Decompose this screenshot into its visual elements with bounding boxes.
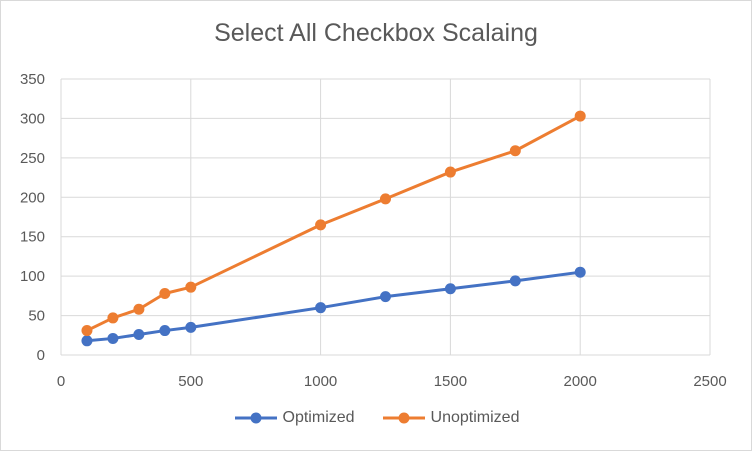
data-point-unoptimized	[81, 325, 93, 337]
data-point-unoptimized	[315, 219, 327, 231]
data-point-optimized	[380, 291, 391, 303]
series-line-unoptimized	[86, 114, 581, 332]
y-tick-label: 100	[20, 268, 45, 285]
data-point-unoptimized	[444, 166, 456, 178]
data-point-optimized	[81, 335, 93, 347]
data-point-unoptimized	[509, 145, 521, 157]
y-tick-label: 0	[37, 347, 45, 364]
data-point-optimized	[315, 302, 327, 314]
data-point-optimized	[509, 275, 521, 287]
legend: Optimized Unoptimized	[1, 409, 751, 427]
data-point-unoptimized	[133, 303, 145, 315]
y-tick-label: 150	[20, 229, 45, 246]
legend-item-optimized: Optimized	[233, 409, 355, 427]
legend-label-unoptimized: Unoptimized	[430, 409, 520, 426]
legend-item-unoptimized: Unoptimized	[381, 409, 520, 427]
data-point-unoptimized	[574, 110, 586, 122]
y-tick-label: 250	[20, 150, 45, 167]
data-point-optimized	[133, 328, 145, 340]
y-tick-label: 50	[28, 308, 45, 325]
legend-dot-unoptimized	[398, 412, 410, 424]
y-tick-label: 300	[20, 110, 45, 127]
data-point-optimized	[185, 321, 197, 333]
chart-title: Select All Checkbox Scalaing	[214, 19, 538, 47]
series-line-optimized	[86, 270, 581, 343]
data-point-unoptimized	[159, 287, 171, 299]
legend-dot-optimized	[250, 412, 262, 424]
data-point-unoptimized	[185, 281, 197, 293]
y-tick-label: 200	[20, 189, 45, 206]
y-tick-label: 350	[20, 71, 45, 88]
data-point-unoptimized	[107, 312, 119, 324]
data-point-optimized	[159, 325, 171, 337]
data-point-optimized	[444, 283, 456, 295]
legend-marker-unoptimized	[382, 412, 425, 424]
x-tick-label: 0	[57, 373, 65, 390]
x-tick-label: 2000	[564, 373, 597, 390]
legend-marker-optimized	[234, 412, 277, 424]
legend-label-optimized: Optimized	[282, 409, 355, 426]
data-point-optimized	[107, 332, 119, 344]
x-tick-label: 2500	[693, 373, 726, 390]
x-tick-label: 1500	[434, 373, 467, 390]
x-tick-label: 500	[178, 373, 203, 390]
x-tick-label: 1000	[304, 373, 337, 390]
data-point-unoptimized	[380, 193, 391, 205]
data-point-optimized	[574, 266, 586, 278]
